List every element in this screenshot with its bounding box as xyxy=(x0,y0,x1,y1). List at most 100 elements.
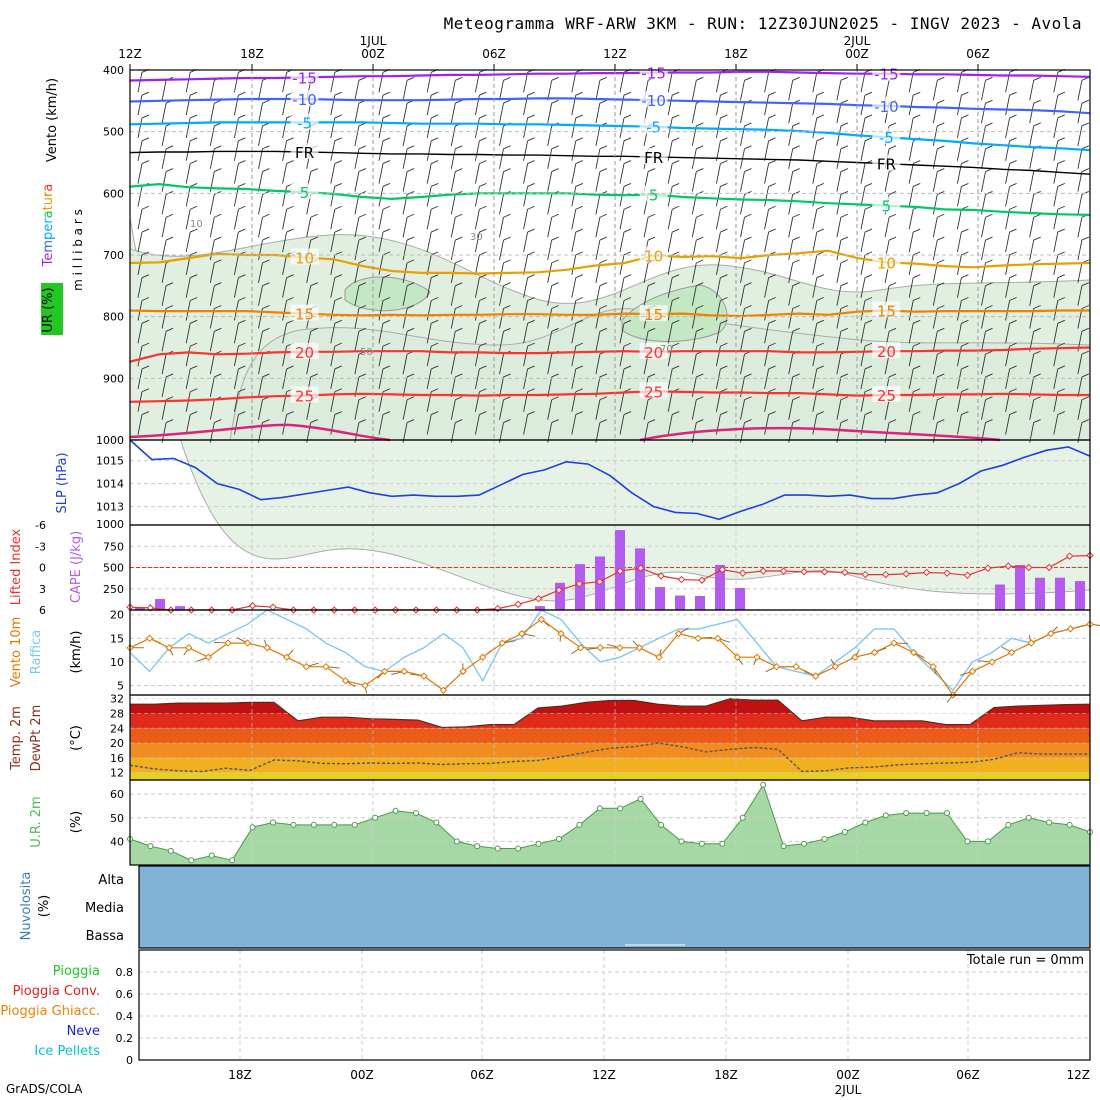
wind-barb xyxy=(840,373,849,378)
wind-barb xyxy=(913,183,921,187)
x-date-label: 1JUL xyxy=(360,34,387,48)
wind-barb xyxy=(238,274,246,279)
wind-barb xyxy=(744,236,752,241)
wind-barb xyxy=(956,140,962,161)
wind-barb xyxy=(985,259,993,264)
wind-barb xyxy=(258,148,263,169)
wind-barb xyxy=(190,365,198,370)
isotherm-label: -15 xyxy=(641,64,666,82)
rh2m-marker xyxy=(923,810,930,817)
wind-barb xyxy=(768,160,776,165)
wind-barb xyxy=(547,262,553,283)
rh2m-panel: 40 50 60 xyxy=(110,780,1093,865)
wind-barb xyxy=(908,163,914,184)
wind-barb xyxy=(720,114,728,119)
wind-barb xyxy=(499,103,504,124)
isotherm-label-bg xyxy=(872,128,901,145)
rh2m-marker xyxy=(372,814,379,821)
rh2m-marker xyxy=(229,857,236,864)
wind-barb xyxy=(788,80,794,101)
wind-barb xyxy=(715,346,721,367)
wind-barb xyxy=(354,103,360,124)
wind-barb xyxy=(499,194,504,215)
wind-barb xyxy=(523,346,529,367)
wind-barb xyxy=(985,99,993,104)
isotherm-label-bg xyxy=(872,196,901,213)
wind-barb xyxy=(185,346,191,367)
li-tick-label: 6 xyxy=(39,604,46,617)
wind-barb xyxy=(595,148,601,169)
wind-barb xyxy=(985,191,993,195)
wind-barb xyxy=(715,300,721,321)
wind10m-marker xyxy=(772,662,781,671)
wind-barb xyxy=(551,213,559,218)
y-tick-label: 0.8 xyxy=(116,966,134,979)
wind-barb xyxy=(864,205,873,210)
wind-barb xyxy=(768,205,776,210)
y-tick-label: 1013 xyxy=(96,501,124,514)
wind10m-marker xyxy=(635,644,644,652)
wind-barb xyxy=(956,95,962,116)
wind-barb xyxy=(286,228,294,233)
wind-barb xyxy=(913,319,921,324)
wind-barb xyxy=(764,95,770,116)
wind-barb xyxy=(672,114,680,119)
wind-barb xyxy=(860,72,866,93)
wind-barb xyxy=(672,228,680,233)
wind-barb xyxy=(768,365,776,370)
rh2m-marker xyxy=(515,845,522,852)
wind-barb xyxy=(720,388,728,393)
isotherm-label-bg xyxy=(639,382,668,399)
wind-barb xyxy=(258,262,263,283)
temp-band xyxy=(130,713,1090,729)
wind-barb xyxy=(860,368,866,390)
wind-barb xyxy=(426,140,432,161)
isotherm-line xyxy=(129,182,1091,216)
isotherm-line xyxy=(129,423,1001,442)
wind-barb xyxy=(185,368,191,390)
wind-barb xyxy=(258,239,263,261)
wind-barb xyxy=(214,305,222,309)
wind-barb xyxy=(503,99,511,104)
wind-barb xyxy=(691,217,697,238)
wind-barb xyxy=(575,91,583,96)
wind-barb xyxy=(647,373,656,378)
wind10m-marker xyxy=(674,629,683,638)
wind-barb xyxy=(358,259,367,264)
wind-barb xyxy=(474,209,480,230)
wind-barb xyxy=(696,327,704,332)
wind-barb xyxy=(571,140,577,161)
lifted-index-marker xyxy=(269,603,277,611)
wind-barb xyxy=(571,186,577,207)
wind-barb xyxy=(647,168,656,173)
x-tick-label: 06Z xyxy=(470,1068,494,1082)
wind-barb xyxy=(503,396,511,401)
wind-barb xyxy=(744,213,752,218)
wind-barb xyxy=(816,91,824,96)
wind-barb xyxy=(643,217,649,238)
wind-barb xyxy=(623,160,632,165)
wind-barb xyxy=(547,376,553,398)
y-tick-label: 600 xyxy=(103,187,124,200)
cape-bar xyxy=(575,564,585,610)
wind10m-marker xyxy=(1007,648,1016,657)
wind-barb xyxy=(623,114,632,119)
wind-barb xyxy=(864,183,873,187)
wind-barb xyxy=(720,319,728,324)
wind-barb xyxy=(937,236,945,241)
wind-barb xyxy=(816,342,824,347)
wind-barb xyxy=(932,125,938,147)
wind10m-marker xyxy=(733,653,742,661)
wind-barb xyxy=(258,285,263,306)
wind-barb xyxy=(667,368,673,390)
wind-barb xyxy=(1077,354,1083,375)
isotherm-label: -5 xyxy=(646,119,661,137)
wind-barb xyxy=(455,373,463,378)
y-tick-label: 1000 xyxy=(96,518,124,531)
wind-barb xyxy=(643,399,649,420)
wind10m-marker xyxy=(616,644,624,652)
wind-barb xyxy=(985,373,993,378)
wind-barb xyxy=(479,251,487,256)
wind-barb xyxy=(740,171,745,192)
wind-barb xyxy=(474,163,480,184)
